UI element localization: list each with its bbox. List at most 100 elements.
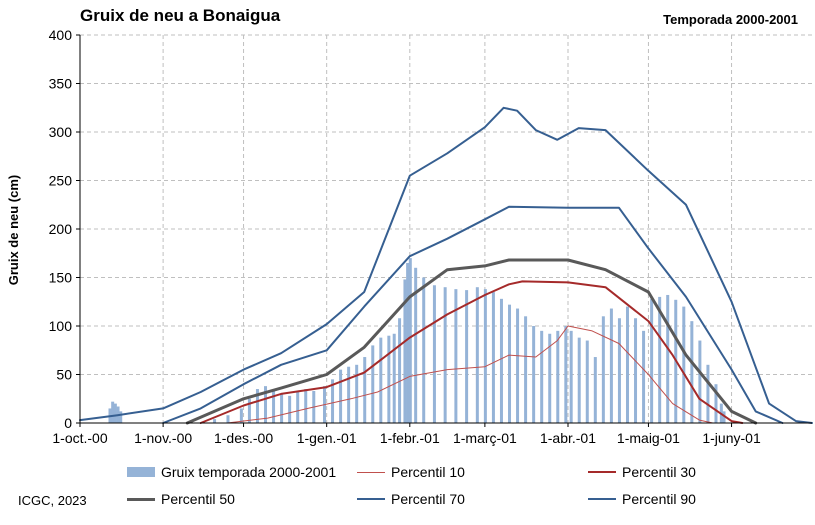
snow-depth-bar xyxy=(585,340,589,423)
y-tick-label: 250 xyxy=(49,173,73,189)
x-tick-label: 1-juny-01 xyxy=(702,430,761,446)
line-percentil-30 xyxy=(199,280,744,424)
snow-depth-bar xyxy=(706,364,710,423)
line-percentil-70 xyxy=(162,205,784,424)
snow-depth-bar xyxy=(499,298,503,423)
snow-depth-bars xyxy=(108,258,726,423)
snow-depth-bar xyxy=(406,262,410,423)
snow-depth-bar xyxy=(239,408,243,423)
snow-depth-bar xyxy=(532,326,536,423)
legend-label: Percentil 90 xyxy=(622,491,696,507)
legend-line-swatch xyxy=(357,498,385,500)
legend-label: Percentil 70 xyxy=(391,491,465,507)
snow-depth-bar xyxy=(339,369,343,423)
x-tick-label: 1-des.-00 xyxy=(214,430,273,446)
snow-depth-bar xyxy=(650,298,654,423)
legend-label: Gruix temporada 2000-2001 xyxy=(161,464,337,480)
snow-depth-bar xyxy=(331,379,335,423)
snow-depth-bar xyxy=(475,287,479,423)
snow-depth-bar xyxy=(714,384,718,423)
snow-depth-bar xyxy=(690,321,694,423)
snow-depth-bar xyxy=(722,411,726,423)
legend-item: Percentil 70 xyxy=(357,490,465,508)
y-tick-label: 100 xyxy=(49,318,73,334)
x-tick-label: 1-abr.-01 xyxy=(540,430,596,446)
grid xyxy=(80,34,812,424)
snow-depth-bar xyxy=(296,391,300,423)
snow-depth-bar xyxy=(491,292,495,423)
snow-depth-bar xyxy=(432,285,436,423)
snow-depth-bar xyxy=(540,330,544,423)
snow-depth-bar xyxy=(548,333,552,423)
snow-depth-bar xyxy=(642,330,646,423)
snow-depth-bar xyxy=(226,415,230,423)
snow-depth-bar xyxy=(601,316,605,423)
y-tick-label: 150 xyxy=(49,270,73,286)
snow-depth-bar xyxy=(698,340,702,423)
y-tick-label: 400 xyxy=(49,27,73,43)
legend-item: Percentil 90 xyxy=(588,490,696,508)
snow-depth-bar xyxy=(347,366,351,423)
snow-depth-bar xyxy=(387,335,391,423)
legend-item: Percentil 10 xyxy=(357,463,465,481)
snow-depth-bar xyxy=(379,337,383,423)
legend-label: Percentil 10 xyxy=(391,464,465,480)
x-tick-label: 1-nov.-00 xyxy=(134,430,192,446)
line-percentil-50 xyxy=(185,258,758,425)
snow-depth-bar xyxy=(111,401,115,423)
legend-item: Gruix temporada 2000-2001 xyxy=(127,463,336,481)
line-percentil-10 xyxy=(227,325,714,424)
x-tick-label: 1-gen.-01 xyxy=(297,430,357,446)
snow-depth-bar xyxy=(280,393,284,423)
snow-depth-bar xyxy=(634,318,638,423)
snow-depth-bar xyxy=(658,296,662,423)
legend-line-swatch xyxy=(588,471,616,473)
snow-depth-bar xyxy=(355,364,359,423)
legend-label: Percentil 50 xyxy=(161,491,235,507)
x-tick-label: 1-març-01 xyxy=(453,430,517,446)
snow-depth-bar xyxy=(524,316,528,423)
snow-depth-bar xyxy=(465,290,469,423)
snow-depth-bar xyxy=(666,294,670,423)
snow-depth-bar xyxy=(508,304,512,423)
snow-depth-bar xyxy=(119,411,123,423)
legend-item: Percentil 30 xyxy=(588,463,696,481)
snow-depth-bar xyxy=(113,403,117,423)
snow-depth-bar xyxy=(564,326,568,423)
legend-item: Percentil 50 xyxy=(127,490,235,508)
snow-depth-bar xyxy=(483,289,487,423)
snow-depth-bar xyxy=(414,267,418,423)
snow-depth-bar xyxy=(577,337,581,423)
snow-depth-bar xyxy=(454,289,458,423)
credit-label: ICGC, 2023 xyxy=(18,493,87,508)
legend-line-swatch xyxy=(357,471,385,473)
snow-depth-bar xyxy=(371,345,375,423)
axes: 0 50 100 150 200 250 300 350 400 1-oct.-00 1-nov.-… xyxy=(49,27,812,446)
snow-depth-bar xyxy=(609,308,613,423)
snow-depth-bar xyxy=(288,395,292,423)
legend-bar-swatch xyxy=(127,467,155,477)
snow-depth-bar xyxy=(422,277,426,423)
snow-depth-bar xyxy=(213,419,217,423)
legend-label: Percentil 30 xyxy=(622,464,696,480)
y-tick-label: 200 xyxy=(49,221,73,237)
snow-depth-bar xyxy=(556,330,560,423)
snow-depth-bar xyxy=(392,333,396,423)
y-tick-label: 0 xyxy=(64,415,72,431)
snow-depth-bar xyxy=(617,318,621,423)
snow-depth-bar xyxy=(408,258,412,423)
snow-depth-bar xyxy=(443,287,447,423)
snow-depth-bar xyxy=(593,357,597,423)
snow-depth-bar xyxy=(403,279,407,423)
y-tick-label: 50 xyxy=(56,367,72,383)
snow-depth-bar xyxy=(516,308,520,423)
y-tick-label: 350 xyxy=(49,76,73,92)
legend-line-swatch xyxy=(127,497,155,501)
legend-line-swatch xyxy=(588,498,616,500)
x-tick-label: 1-maig-01 xyxy=(617,430,680,446)
snow-depth-bar xyxy=(569,330,573,423)
y-tick-label: 300 xyxy=(49,124,73,140)
snow-depth-bar xyxy=(363,357,367,423)
snow-depth-bar xyxy=(255,389,259,423)
